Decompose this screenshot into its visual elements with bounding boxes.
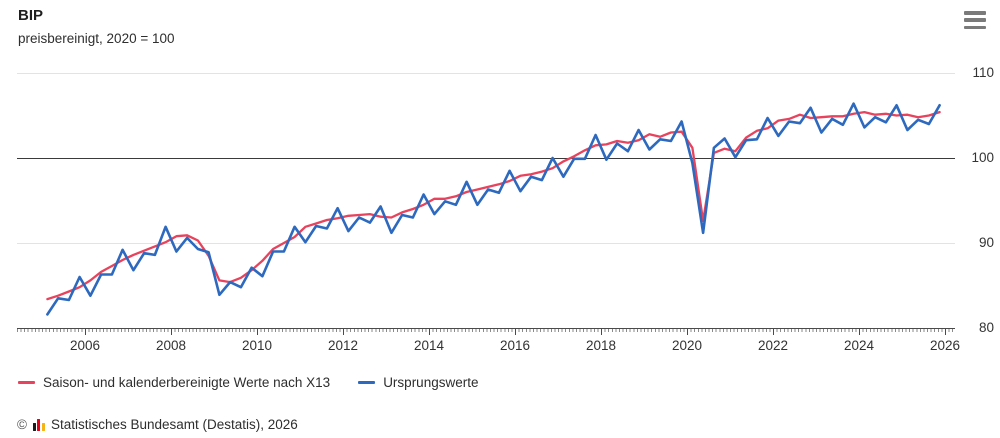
legend-item-adjusted[interactable]: Saison- und kalenderbereinigte Werte nac… (18, 375, 330, 390)
page-title: BIP (18, 7, 44, 24)
adjusted-series-line (46, 110, 941, 301)
footer-text: Statistisches Bundesamt (Destatis), 2026 (50, 417, 298, 432)
hamburger-menu-icon[interactable] (964, 9, 988, 31)
x-major-tick (945, 329, 946, 335)
destatis-bars-icon (32, 418, 45, 431)
y-tick-label: 110 (972, 65, 994, 80)
gridline-90 (17, 243, 955, 244)
x-tick-label: 2006 (69, 338, 101, 353)
x-major-tick (687, 329, 688, 335)
chart-legend: Saison- und kalenderbereinigte Werte nac… (18, 375, 478, 390)
x-major-tick (601, 329, 602, 335)
x-major-tick (859, 329, 860, 335)
x-major-tick (171, 329, 172, 335)
x-tick-label: 2008 (155, 338, 187, 353)
legend-label-original: Ursprungswerte (383, 375, 479, 390)
hamburger-bar (964, 25, 986, 29)
legend-label-adjusted: Saison- und kalenderbereinigte Werte nac… (43, 375, 331, 390)
gridline-110 (17, 73, 955, 74)
x-major-tick (515, 329, 516, 335)
x-tick-label: 2018 (585, 338, 617, 353)
chart-subtitle: preisbereinigt, 2020 = 100 (18, 31, 175, 46)
x-tick-label: 2024 (843, 338, 875, 353)
legend-item-original[interactable]: Ursprungswerte (358, 375, 478, 390)
hamburger-bar (964, 11, 986, 15)
hamburger-bar (964, 18, 986, 22)
x-tick-label: 2022 (757, 338, 789, 353)
x-tick-label: 2010 (241, 338, 273, 353)
y-tick-label: 100 (971, 150, 994, 165)
x-axis-minor-ticks (17, 329, 955, 332)
copyright-symbol: © (17, 417, 27, 432)
x-tick-label: 2016 (499, 338, 531, 353)
original-series-line (46, 102, 941, 316)
x-major-tick (429, 329, 430, 335)
y-tick-label: 90 (978, 235, 994, 250)
y-tick-label: 80 (978, 320, 994, 335)
x-tick-label: 2012 (327, 338, 359, 353)
adjusted-series-swatch (18, 381, 35, 384)
x-major-tick (85, 329, 86, 335)
x-axis-line (17, 328, 955, 329)
x-tick-label: 2014 (413, 338, 445, 353)
baseline-100 (17, 158, 955, 159)
x-tick-label: 2026 (929, 338, 961, 353)
x-major-tick (257, 329, 258, 335)
x-tick-label: 2020 (671, 338, 703, 353)
footer-attribution: © Statistisches Bundesamt (Destatis), 20… (17, 417, 298, 432)
x-major-tick (773, 329, 774, 335)
original-series-swatch (358, 381, 376, 384)
x-major-tick (343, 329, 344, 335)
